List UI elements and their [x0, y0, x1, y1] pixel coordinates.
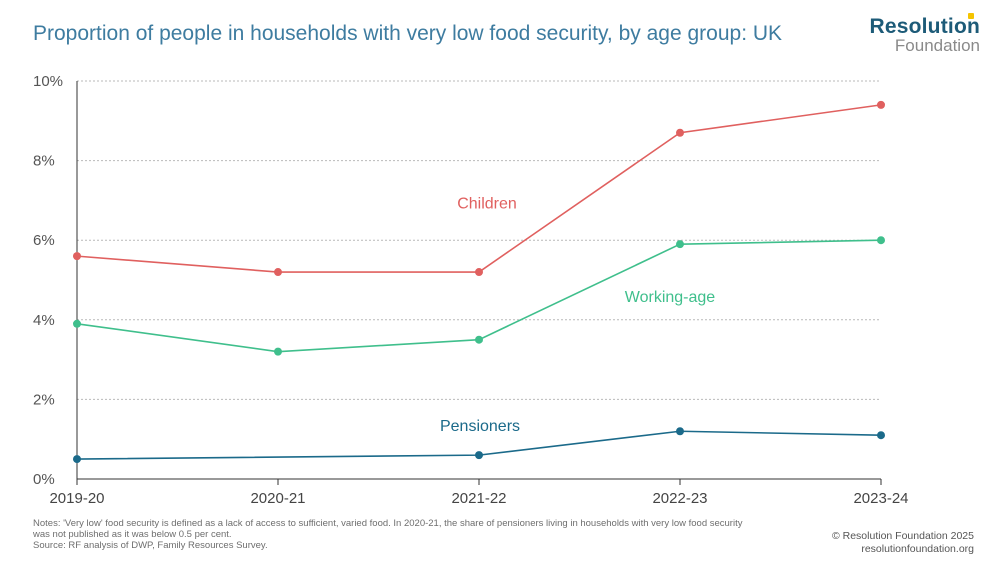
credit: © Resolution Foundation 2025 resolutionf… [832, 530, 974, 556]
data-point-working-age [676, 240, 684, 249]
x-axis: 2019-20 2020-21 2021-22 2022-23 2023-24 [49, 81, 909, 507]
data-point-pensioners [475, 451, 483, 460]
data-point-children [475, 268, 483, 277]
data-point-children [676, 128, 684, 137]
series-label-children: Children [457, 195, 517, 212]
series-lines [73, 100, 885, 464]
source-line: Source: RF analysis of DWP, Family Resou… [33, 540, 268, 551]
series-line-pensioners [76, 430, 882, 460]
data-point-working-age [475, 335, 483, 344]
chart-title: Proportion of people in households with … [33, 22, 783, 45]
chart-notes: Notes: 'Very low' food security is defin… [33, 518, 823, 551]
brand-mark-icon [968, 13, 974, 19]
y-tick-label: 10% [33, 73, 63, 90]
y-tick-label: 6% [33, 232, 55, 249]
series-line-children [76, 104, 882, 273]
data-point-children [73, 252, 81, 261]
notes-line: was not published as it was below 0.5 pe… [33, 529, 232, 540]
data-point-working-age [274, 347, 282, 356]
y-tick-label: 4% [33, 312, 55, 329]
data-point-children [877, 100, 885, 109]
x-tick-label: 2023-24 [853, 490, 908, 507]
y-tick-label: 8% [33, 153, 55, 170]
data-point-pensioners [676, 427, 684, 436]
y-tick-label: 0% [33, 471, 55, 488]
series-label-pensioners: Pensioners [440, 418, 520, 435]
data-point-pensioners [73, 455, 81, 464]
y-axis-ticks: 0% 2% 4% 6% 8% 10% [33, 73, 63, 488]
series-label-working-age: Working-age [625, 289, 716, 306]
brand-sub: Foundation [894, 36, 980, 55]
gridlines [77, 80, 881, 400]
series-line-working-age [76, 239, 882, 353]
y-tick-label: 2% [33, 391, 55, 408]
data-point-children [274, 268, 282, 277]
x-tick-label: 2021-22 [451, 490, 506, 507]
brand-name: Resolution [869, 13, 980, 38]
brand-logo: Resolution Foundation [869, 13, 980, 55]
data-point-pensioners [877, 431, 885, 440]
data-point-working-age [73, 319, 81, 328]
data-point-working-age [877, 236, 885, 245]
notes-line: Notes: 'Very low' food security is defin… [33, 518, 743, 529]
x-tick-label: 2019-20 [49, 490, 104, 507]
series-labels: Children Working-age Pensioners [440, 195, 715, 435]
website-link[interactable]: resolutionfoundation.org [861, 543, 974, 555]
x-tick-label: 2022-23 [652, 490, 707, 507]
copyright-text: © Resolution Foundation 2025 [831, 530, 974, 542]
x-tick-label: 2020-21 [250, 490, 305, 507]
